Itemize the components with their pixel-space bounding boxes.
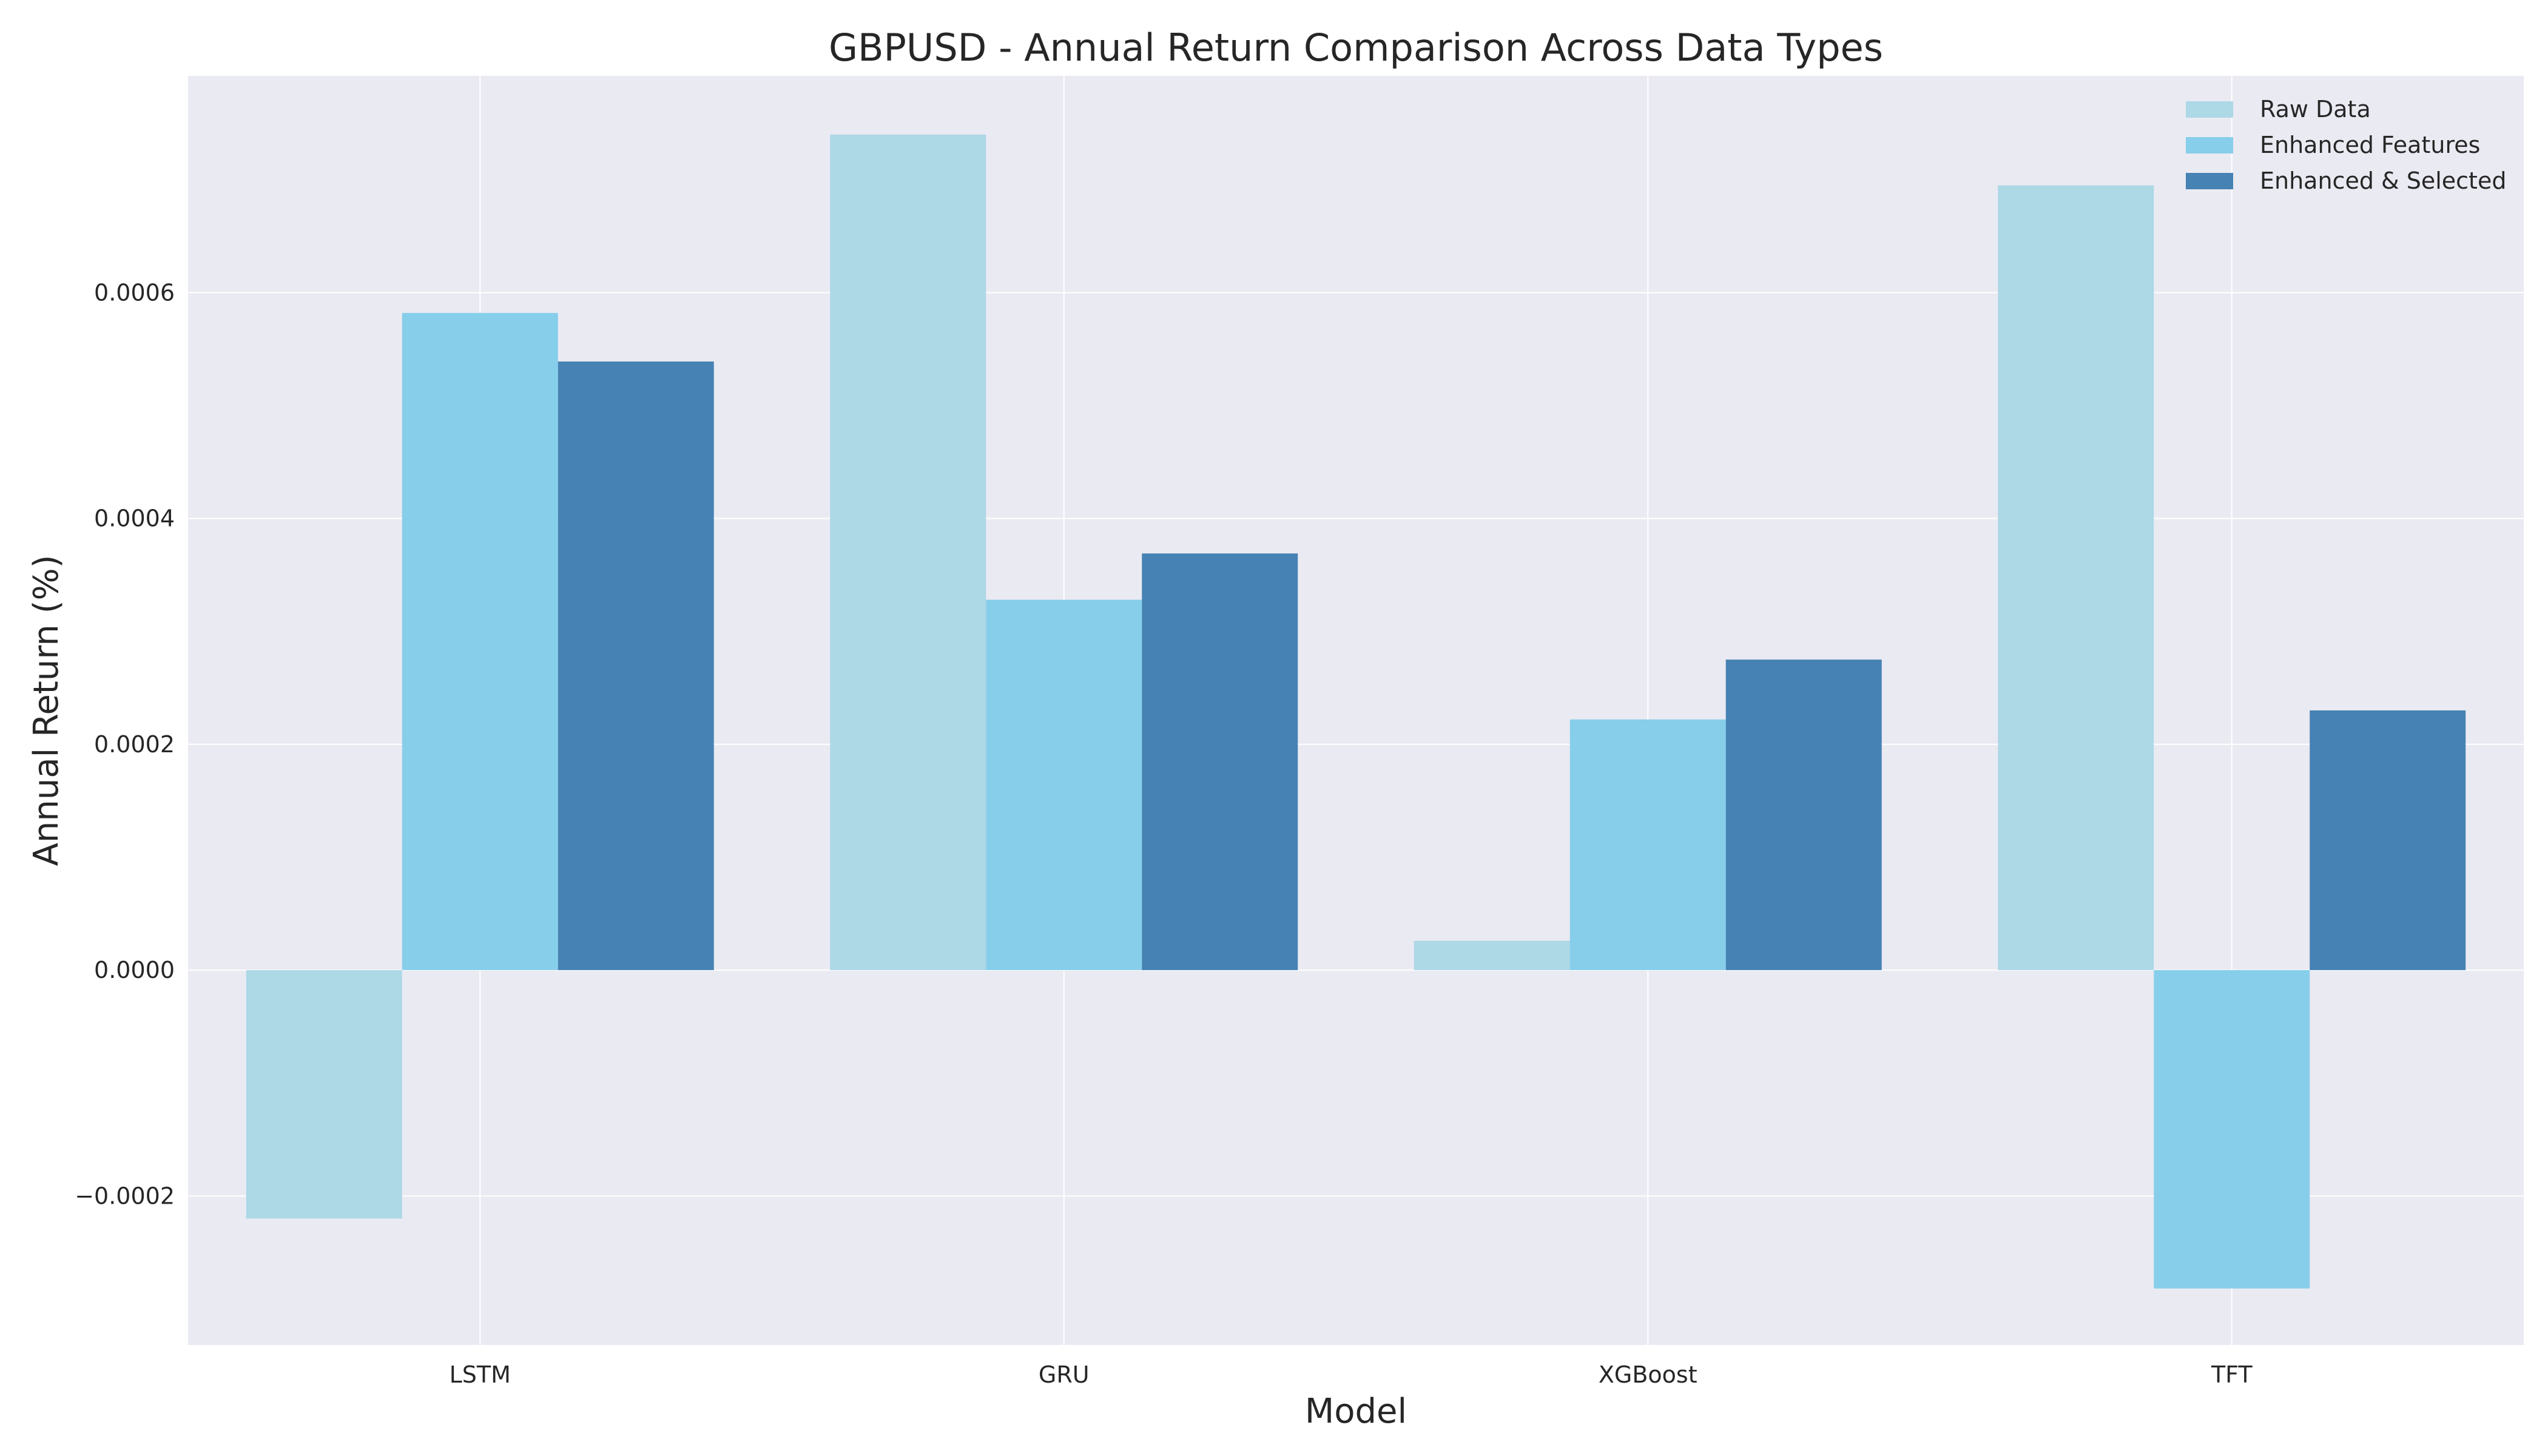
- y-tick-label: −0.0002: [75, 1182, 175, 1209]
- legend-label: Raw Data: [2260, 96, 2371, 123]
- x-tick-label: GRU: [1039, 1361, 1090, 1388]
- y-tick-label: 0.0004: [94, 505, 175, 532]
- x-tick-label: XGBoost: [1599, 1361, 1697, 1388]
- y-tick-label: 0.0000: [94, 957, 175, 983]
- x-axis-ticks: LSTM GRU XGBoost TFT: [450, 1361, 2253, 1388]
- y-axis-ticks: −0.0002 0.0000 0.0002 0.0004 0.0006: [75, 279, 175, 1209]
- bar: [558, 361, 714, 971]
- bar: [986, 599, 1142, 971]
- bar: [1142, 553, 1298, 971]
- bar: [2310, 710, 2466, 971]
- legend-label: Enhanced Features: [2260, 132, 2480, 158]
- x-axis-label: Model: [1305, 1392, 1407, 1431]
- x-tick-label: LSTM: [450, 1361, 511, 1388]
- y-axis-label: Annual Return (%): [27, 555, 66, 866]
- legend-swatch: [2186, 137, 2233, 153]
- bar: [1998, 185, 2154, 971]
- bar: [1414, 940, 1570, 971]
- bar: [402, 312, 558, 971]
- bars: [246, 134, 2466, 1289]
- y-tick-label: 0.0006: [94, 279, 175, 306]
- bar: [1569, 719, 1726, 971]
- bar: [1725, 659, 1882, 971]
- legend-label: Enhanced & Selected: [2260, 167, 2506, 194]
- legend-swatch: [2186, 101, 2233, 118]
- bar: [246, 970, 402, 1219]
- chart-title: GBPUSD - Annual Return Comparison Across…: [829, 25, 1883, 70]
- x-tick-label: TFT: [2211, 1361, 2253, 1388]
- legend-swatch: [2186, 173, 2233, 189]
- bar: [2154, 970, 2310, 1289]
- y-tick-label: 0.0002: [94, 731, 175, 758]
- legend: Raw Data Enhanced Features Enhanced & Sele…: [2186, 96, 2506, 194]
- bar: [830, 134, 986, 971]
